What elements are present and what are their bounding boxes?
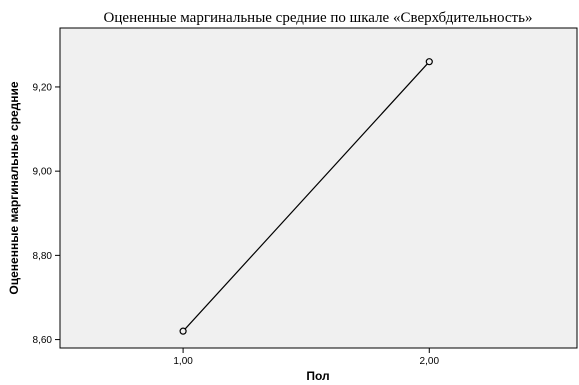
y-tick-label: 8,80 [33,251,53,262]
plot-area [59,27,578,349]
y-tick-label: 9,00 [33,167,53,178]
series-layer [179,58,433,335]
x-axis-label: Пол [306,369,329,383]
y-tick-label: 9,20 [33,82,53,93]
x-axis: 1,00 2,00 [173,348,439,367]
y-axis: 8,60 8,80 9,00 9,20 [33,82,60,346]
chart-title: Оцененные маргинальные средние по шкале … [104,10,533,26]
y-axis-label: Оцененные маргинальные средние [7,81,21,295]
series-line [182,61,430,332]
data-point [425,58,433,66]
data-point [179,327,187,335]
x-tick-label: 1,00 [173,356,193,367]
x-tick-label: 2,00 [420,356,440,367]
y-tick-label: 8,60 [33,335,53,346]
